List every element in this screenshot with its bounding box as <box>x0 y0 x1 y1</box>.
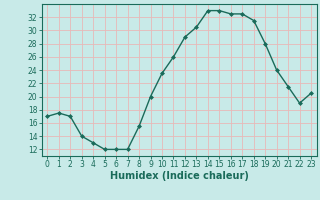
X-axis label: Humidex (Indice chaleur): Humidex (Indice chaleur) <box>110 171 249 181</box>
